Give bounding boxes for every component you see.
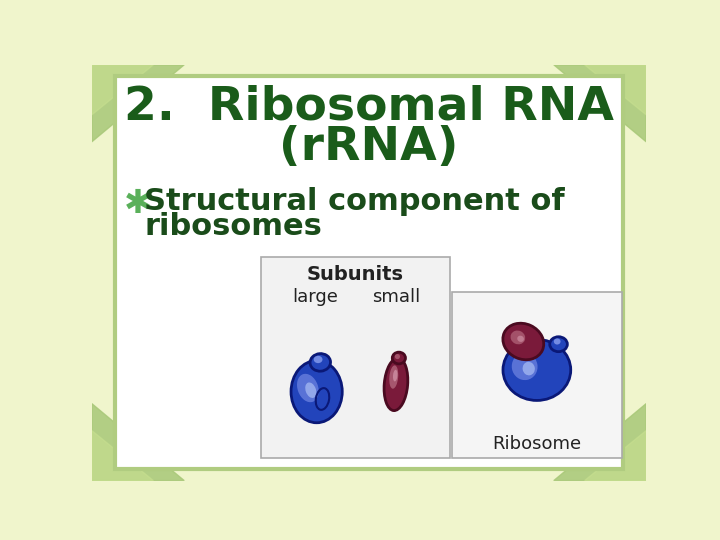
Text: 2.  Ribosomal RNA: 2. Ribosomal RNA (124, 85, 614, 130)
Ellipse shape (517, 336, 524, 342)
Ellipse shape (523, 362, 535, 375)
Ellipse shape (305, 382, 316, 398)
Ellipse shape (291, 361, 342, 423)
Ellipse shape (554, 339, 561, 345)
Polygon shape (554, 403, 647, 481)
Polygon shape (554, 65, 647, 142)
Polygon shape (585, 430, 647, 481)
Text: (rRNA): (rRNA) (279, 125, 459, 171)
Ellipse shape (310, 354, 330, 371)
Polygon shape (92, 65, 153, 115)
Ellipse shape (393, 370, 397, 381)
FancyBboxPatch shape (115, 76, 623, 469)
Ellipse shape (512, 353, 538, 380)
Text: ribosomes: ribosomes (144, 212, 322, 241)
Polygon shape (92, 403, 184, 481)
Text: small: small (372, 288, 420, 306)
Text: large: large (292, 288, 338, 306)
Text: Subunits: Subunits (307, 265, 404, 284)
Ellipse shape (384, 358, 408, 410)
Ellipse shape (297, 374, 319, 402)
Polygon shape (585, 65, 647, 115)
Ellipse shape (395, 354, 400, 359)
Ellipse shape (392, 352, 405, 364)
Ellipse shape (390, 366, 398, 389)
Text: Ribosome: Ribosome (492, 435, 582, 453)
Ellipse shape (510, 330, 525, 345)
Ellipse shape (550, 337, 567, 352)
Ellipse shape (503, 323, 544, 360)
Text: ✱: ✱ (124, 187, 152, 220)
FancyBboxPatch shape (261, 257, 450, 457)
FancyBboxPatch shape (452, 292, 621, 457)
Text: Structural component of: Structural component of (144, 187, 564, 217)
Polygon shape (92, 65, 184, 142)
Polygon shape (92, 430, 153, 481)
Ellipse shape (503, 340, 571, 401)
Ellipse shape (314, 356, 323, 363)
